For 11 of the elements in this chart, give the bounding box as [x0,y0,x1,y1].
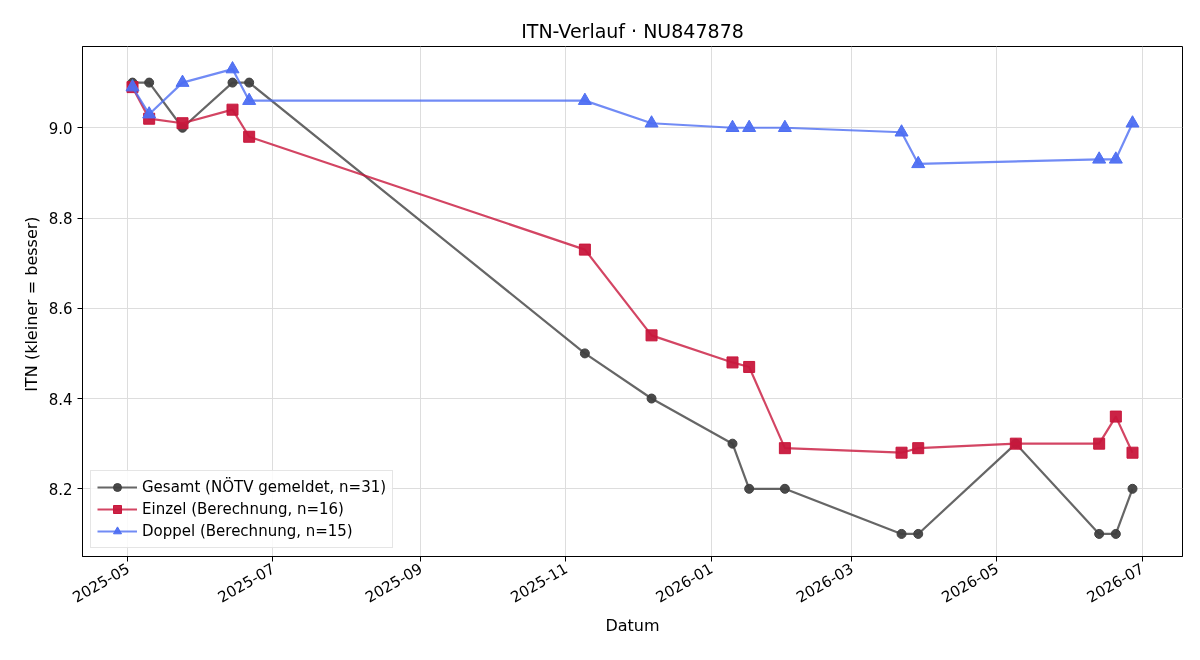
legend-label: Einzel (Berechnung, n=16) [142,500,344,518]
y-tick-label: 8.6 [48,300,73,319]
y-tick-label: 8.2 [48,480,73,499]
y-tick-label: 8.8 [48,210,73,228]
x-axis-title: Datum [605,616,660,636]
y-tick-label: 9.0 [48,119,73,138]
legend-label: Doppel (Berechnung, n=15) [142,522,353,540]
legend-label: Gesamt (NÖTV gemeldet, n=31) [142,478,387,496]
y-tick-label: 8.4 [48,390,73,409]
chart-title: ITN-Verlauf · NU847878 [521,19,744,42]
y-axis-title: ITN (kleiner = besser) [21,216,41,392]
